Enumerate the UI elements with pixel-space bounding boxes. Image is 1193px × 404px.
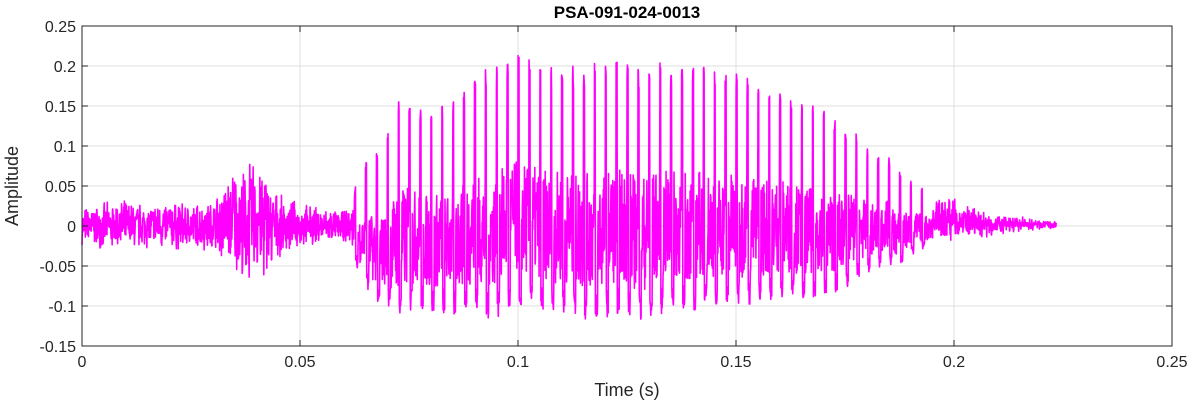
tick-marks <box>81 25 1173 347</box>
signal-trace <box>81 54 1058 320</box>
y-tick-label: 0.2 <box>54 59 76 76</box>
x-tick-label: 0.05 <box>284 354 315 371</box>
y-tick-label: 0.15 <box>45 99 76 116</box>
y-tick-labels: -0.15 -0.1 -0.05 0 0.05 0.1 0.15 0.2 0.25 <box>40 19 77 356</box>
y-tick-label: -0.1 <box>48 299 76 316</box>
y-tick-label: -0.05 <box>40 259 77 276</box>
x-axis-label: Time (s) <box>594 380 659 400</box>
x-tick-label: 0.2 <box>943 354 965 371</box>
x-tick-label: 0.15 <box>720 354 751 371</box>
y-tick-label: 0.1 <box>54 139 76 156</box>
plot-title: PSA-091-024-0013 <box>554 3 700 22</box>
x-tick-label: 0 <box>78 354 87 371</box>
waveform-line <box>81 54 1058 320</box>
x-tick-labels: 0 0.05 0.1 0.15 0.2 0.25 <box>78 354 1188 371</box>
x-tick-label: 0.1 <box>507 354 529 371</box>
x-tick-label: 0.25 <box>1156 354 1187 371</box>
y-axis-label: Amplitude <box>2 146 22 226</box>
y-tick-label: 0 <box>67 219 76 236</box>
y-tick-label: 0.05 <box>45 179 76 196</box>
y-tick-label: -0.15 <box>40 339 77 356</box>
y-tick-label: 0.25 <box>45 19 76 36</box>
